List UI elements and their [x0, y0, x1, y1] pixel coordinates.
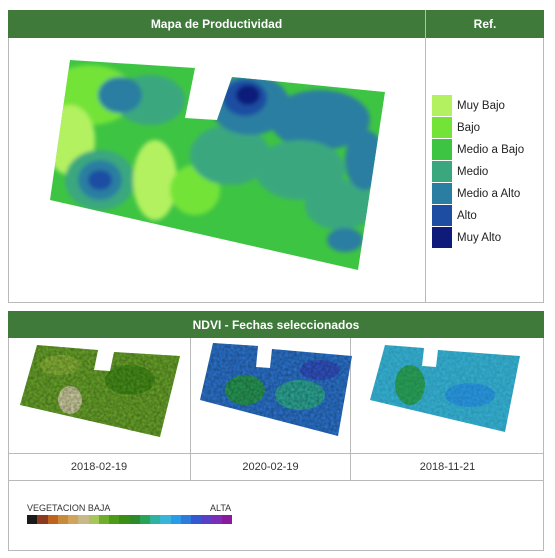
date-label-1: 2018-02-19: [70, 461, 128, 473]
productivity-map-title: Mapa de Productividad: [8, 10, 425, 38]
legend-swatch: [432, 95, 452, 116]
legend-item-alto: Alto: [432, 205, 477, 226]
thumb-row-divider: [8, 453, 544, 454]
legend-label: Medio a Bajo: [457, 143, 525, 156]
ndvi-color-scale: [27, 515, 232, 524]
ndvi-scale-step: [191, 515, 202, 524]
ndvi-map-2018-11-21: [370, 345, 520, 432]
ndvi-scale-step: [160, 515, 171, 524]
legend-swatch: [432, 161, 452, 182]
ndvi-scale-step: [98, 515, 109, 524]
ndvi-scale-step: [180, 515, 191, 524]
ndvi-scale-step: [57, 515, 68, 524]
ndvi-scale-step: [78, 515, 89, 524]
ndvi-scale-step: [119, 515, 130, 524]
legend-swatch: [432, 139, 452, 160]
legend-swatch: [432, 117, 452, 138]
legend-swatch: [432, 227, 452, 248]
legend-label: Medio a Alto: [457, 187, 521, 200]
legend-label: Bajo: [457, 121, 481, 134]
ndvi-scale-step: [68, 515, 79, 524]
date-label-2: 2020-02-19: [242, 461, 299, 473]
ndvi-map-2020-02-19: [200, 343, 352, 436]
legend-item-bajo: Bajo: [432, 117, 480, 138]
legend-item-medio-a-bajo: Medio a Bajo: [432, 139, 524, 160]
ndvi-scale-step: [139, 515, 150, 524]
ndvi-scale-step: [221, 515, 232, 524]
legend-item-muy-alto: Muy Alto: [432, 227, 501, 248]
ndvi-scale-step: [37, 515, 48, 524]
date-label-3: 2018-11-21: [419, 461, 476, 473]
thumb-bottom-divider: [8, 480, 544, 481]
legend-label: Medio: [457, 165, 489, 178]
legend-swatch: [432, 205, 452, 226]
ndvi-scale-step: [109, 515, 120, 524]
ndvi-scale-step: [47, 515, 58, 524]
ndvi-scale-low-label: VEGETACION BAJA: [27, 503, 111, 513]
ndvi-scale-step: [27, 515, 38, 524]
legend-item-medio-a-alto: Medio a Alto: [432, 183, 520, 204]
ndvi-scale-high-label: ALTA: [210, 503, 232, 513]
legend-swatch: [432, 183, 452, 204]
reference-title: Ref.: [426, 10, 544, 38]
ndvi-scale-step: [201, 515, 212, 524]
panel-divider: [425, 10, 426, 303]
legend-label: Alto: [457, 209, 477, 222]
thumb-divider-2: [350, 338, 351, 480]
ndvi-scale-step: [150, 515, 161, 524]
ndvi-scale-step: [211, 515, 222, 524]
ndvi-scale-step: [129, 515, 140, 524]
ndvi-scale-step: [170, 515, 181, 524]
ndvi-map-2018-02-19: [20, 345, 180, 437]
legend-label: Muy Alto: [457, 231, 502, 244]
legend-item-medio: Medio: [432, 161, 488, 182]
ndvi-scale-step: [88, 515, 99, 524]
legend-label: Muy Bajo: [457, 99, 505, 112]
thumb-divider-1: [190, 338, 191, 480]
ndvi-title: NDVI - Fechas seleccionados: [8, 311, 544, 338]
legend-item-muy-bajo: Muy Bajo: [432, 95, 505, 116]
